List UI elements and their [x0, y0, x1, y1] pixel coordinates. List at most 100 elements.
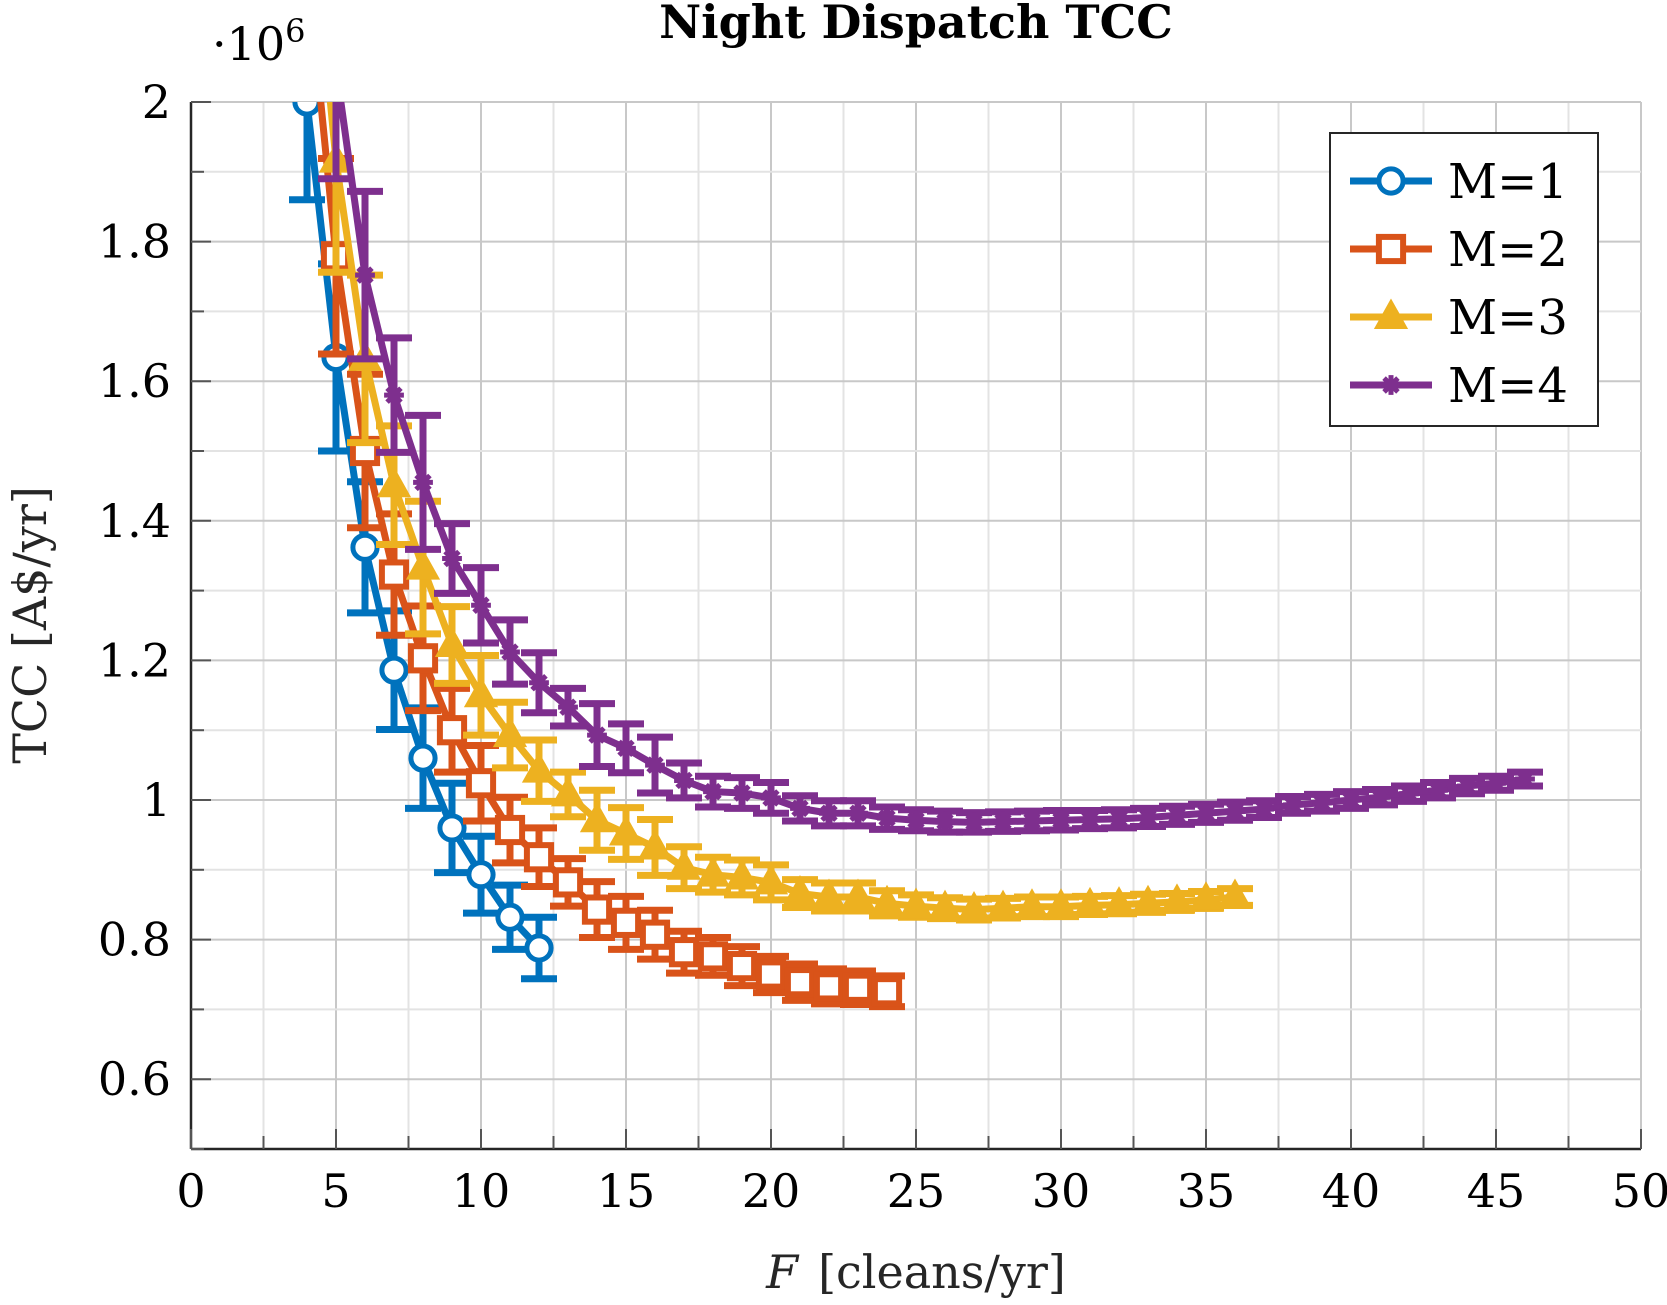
- marker-asterisk: [587, 725, 607, 745]
- marker-square: [668, 937, 700, 968]
- marker-asterisk: [848, 803, 868, 824]
- y-tick-label: 1.4: [98, 494, 171, 548]
- marker-triangle: [927, 889, 963, 921]
- marker-square: [465, 768, 497, 799]
- x-tick-label: 45: [1467, 1164, 1526, 1218]
- marker-asterisk: [1138, 807, 1158, 828]
- marker-asterisk: [674, 770, 694, 791]
- marker-asterisk: [732, 783, 752, 803]
- x-tick-label: 50: [1612, 1164, 1667, 1218]
- chart-title: Night Dispatch TCC: [659, 0, 1173, 49]
- x-axis-label-unit: [cleans/yr]: [818, 1245, 1066, 1299]
- x-tick-label: 40: [1322, 1164, 1381, 1218]
- marker-triangle: [463, 676, 499, 708]
- x-tick-label: 25: [887, 1164, 946, 1218]
- legend-item: M=4: [1350, 358, 1568, 414]
- y-tick-labels: 0.6 0.8 1 1.2 1.4 1.6 1.8 2: [98, 75, 171, 1106]
- marker-triangle: [1159, 883, 1195, 914]
- marker-square: [494, 814, 526, 846]
- axis-ticks: [190, 101, 1642, 1150]
- y-axis-multiplier: ·106: [212, 12, 306, 71]
- marker-asterisk: [1254, 799, 1274, 819]
- series-m4: [318, 57, 1543, 836]
- marker-triangle: [1043, 888, 1079, 919]
- marker-triangle: [811, 878, 847, 910]
- legend-items: M=1 M=2 M=3 M=4: [1350, 154, 1568, 414]
- marker-triangle: [1101, 886, 1137, 917]
- x-tick-label: 20: [742, 1164, 801, 1218]
- marker-square: [1375, 233, 1407, 265]
- legend-label: M=4: [1448, 358, 1568, 414]
- marker-asterisk: [935, 811, 955, 832]
- x-tick-label: 0: [176, 1164, 205, 1218]
- x-tick-label: 10: [452, 1164, 511, 1218]
- legend-item: M=1: [1350, 154, 1568, 210]
- marker-asterisk: [1399, 783, 1419, 804]
- marker-triangle: [550, 775, 586, 807]
- y-tick-label: 1.6: [98, 354, 171, 408]
- legend-item: M=2: [1350, 222, 1568, 278]
- y-tick-label: 1.8: [98, 215, 171, 269]
- marker-square: [407, 643, 439, 674]
- x-tick-label: 15: [597, 1164, 656, 1218]
- marker-asterisk: [703, 781, 723, 802]
- marker-circle: [379, 655, 409, 685]
- marker-square: [581, 894, 613, 925]
- x-tick-label: 30: [1032, 1164, 1091, 1218]
- marker-triangle: [753, 863, 789, 895]
- marker-square: [842, 972, 874, 1003]
- marker-triangle: [637, 828, 673, 860]
- marker-asterisk: [616, 738, 636, 759]
- marker-triangle: [724, 858, 760, 890]
- marker-asterisk: [1283, 794, 1303, 815]
- marker-circle: [292, 102, 322, 117]
- marker-triangle: [869, 884, 905, 916]
- marker-asterisk: [442, 548, 462, 569]
- marker-triangle: [1130, 884, 1166, 916]
- marker-asterisk: [877, 808, 897, 829]
- marker-asterisk: [790, 798, 810, 819]
- marker-asterisk: [558, 697, 578, 718]
- x-axis-label: F [cleans/yr]: [765, 1245, 1066, 1299]
- x-axis-label-variable: F: [765, 1245, 800, 1299]
- series-layer: [289, 57, 1543, 1011]
- marker-triangle: [695, 856, 731, 887]
- marker-asterisk: [326, 57, 346, 77]
- marker-asterisk: [964, 812, 984, 833]
- marker-asterisk: [1109, 808, 1129, 829]
- legend-label: M=2: [1448, 222, 1568, 278]
- marker-square: [697, 941, 729, 972]
- marker-triangle: [376, 466, 412, 498]
- marker-triangle: [956, 891, 992, 922]
- legend-item: M=3: [1350, 290, 1568, 346]
- marker-asterisk: [413, 472, 433, 493]
- marker-triangle: [608, 814, 644, 846]
- marker-triangle: [521, 752, 557, 783]
- marker-asterisk: [500, 642, 520, 662]
- x-tick-label: 5: [321, 1164, 350, 1218]
- series-m3: [318, 102, 1253, 924]
- marker-circle: [350, 532, 380, 562]
- y-axis-label: TCC [A$/yr]: [3, 486, 57, 764]
- marker-asterisk: [384, 385, 404, 406]
- marker-asterisk: [1457, 776, 1477, 796]
- marker-asterisk: [761, 788, 781, 808]
- marker-triangle: [1072, 886, 1108, 918]
- marker-asterisk: [1225, 801, 1245, 822]
- y-tick-label: 0.6: [98, 1052, 171, 1106]
- marker-circle: [1376, 166, 1406, 196]
- marker-circle: [408, 743, 438, 773]
- marker-triangle: [1373, 298, 1409, 329]
- y-multiplier-base: ·10: [212, 17, 285, 71]
- marker-circle: [495, 902, 525, 932]
- y-tick-label: 2: [142, 75, 171, 129]
- marker-asterisk: [1381, 375, 1401, 395]
- marker-square: [813, 971, 845, 1002]
- marker-asterisk: [1080, 809, 1100, 830]
- marker-triangle: [666, 849, 702, 880]
- marker-asterisk: [906, 810, 926, 831]
- x-tick-label: 35: [1177, 1164, 1236, 1218]
- marker-asterisk: [1196, 803, 1216, 824]
- legend-label: M=1: [1448, 154, 1568, 210]
- marker-triangle: [1014, 888, 1050, 919]
